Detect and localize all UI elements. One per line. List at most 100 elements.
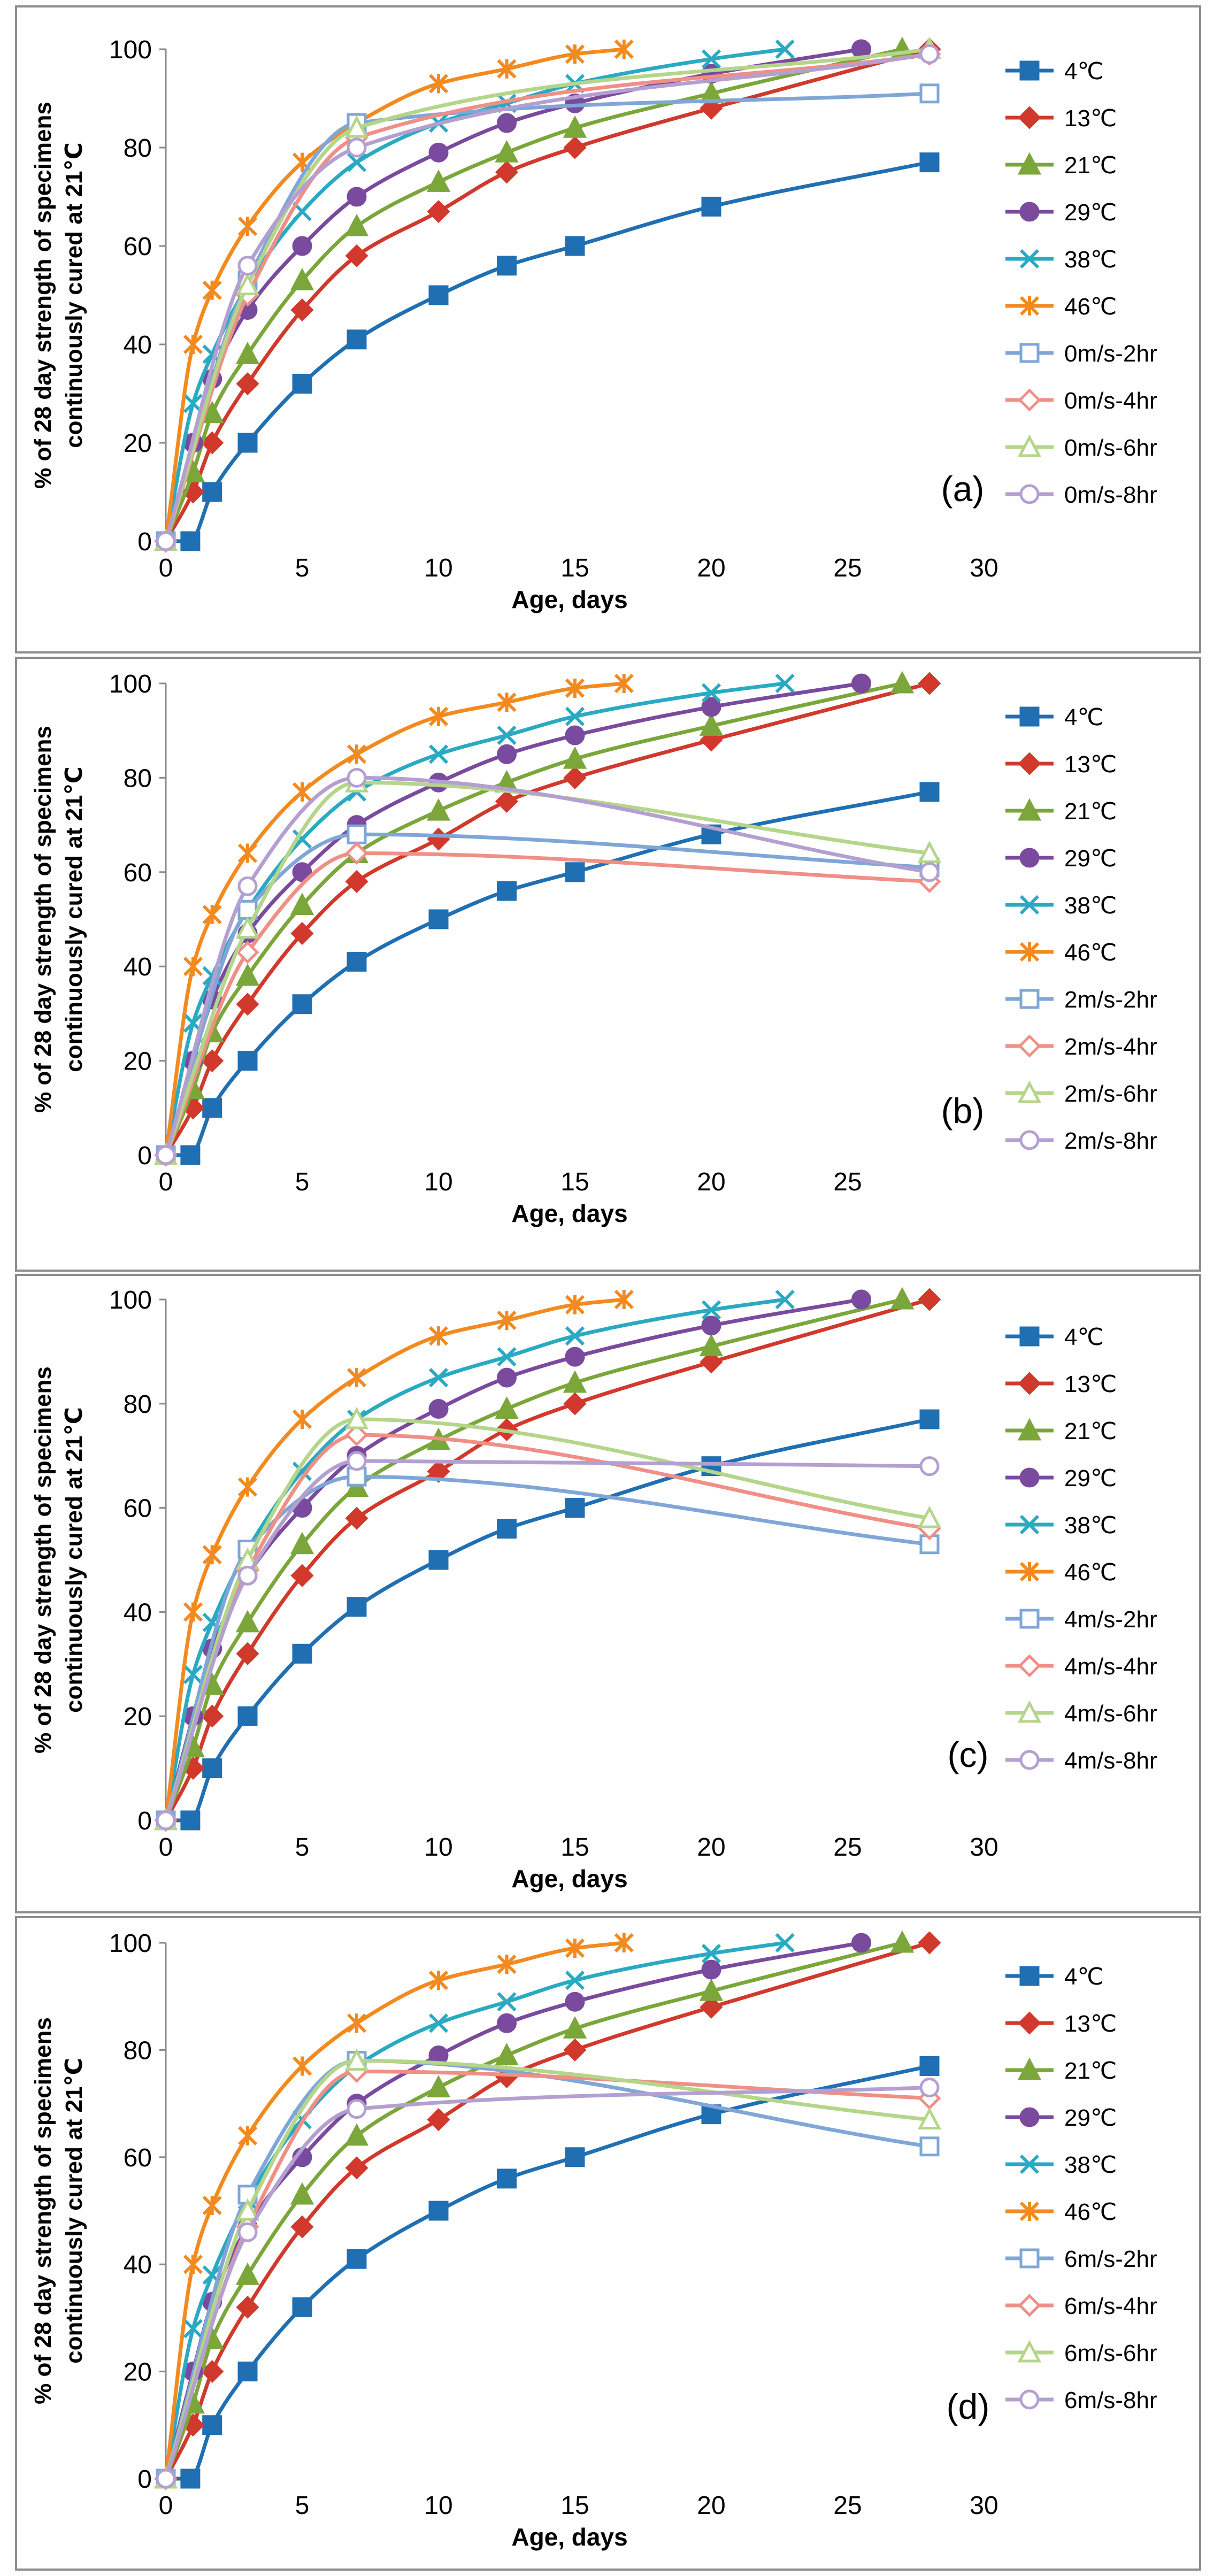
data-point — [237, 2126, 258, 2146]
data-point — [202, 2195, 222, 2216]
legend-marker — [1019, 2154, 1040, 2174]
data-point — [497, 59, 517, 79]
y-tick-label: 100 — [109, 1929, 152, 1958]
legend-label: 2m/s-2hr — [1064, 987, 1157, 1013]
series-13C — [154, 1288, 941, 1832]
data-point — [701, 196, 721, 217]
legend-item: 4℃ — [1005, 1964, 1104, 1990]
y-axis-title: % of 28 day strength of specimens continu… — [30, 1366, 87, 1754]
data-point — [565, 2147, 585, 2167]
data-point — [292, 2056, 312, 2076]
legend-label: 21℃ — [1064, 2058, 1117, 2084]
series-line — [164, 47, 930, 542]
y-tick-label: 80 — [124, 2036, 152, 2065]
data-point — [347, 152, 367, 172]
legend-item: 38℃ — [1005, 2152, 1117, 2178]
legend-item: 0m/s-6hr — [1005, 434, 1157, 461]
data-point — [699, 713, 724, 736]
data-point — [919, 83, 940, 104]
legend-label: 38℃ — [1064, 893, 1117, 919]
data-point — [237, 1051, 258, 1071]
data-point — [427, 200, 450, 224]
legend-item: 38℃ — [1005, 1512, 1117, 1539]
legend-item: 2m/s-2hr — [1005, 987, 1157, 1013]
x-tick-label: 30 — [970, 1833, 998, 1862]
panel-frame — [15, 657, 1201, 1272]
series-46C — [156, 673, 634, 1165]
x-tick-label: 15 — [560, 2492, 589, 2520]
legend-marker — [1019, 296, 1040, 316]
data-point — [614, 39, 634, 59]
data-point — [183, 1665, 203, 1685]
data-point — [428, 285, 449, 305]
data-point — [290, 2182, 314, 2205]
legend-marker — [1019, 989, 1040, 1009]
legend-label: 0m/s-4hr — [1064, 388, 1157, 414]
data-point — [497, 725, 517, 745]
y-axis-title-line2: continuously cured at 21℃ — [61, 142, 87, 448]
data-point — [292, 1462, 312, 1481]
data-point — [497, 1954, 517, 1974]
legend-label: 2m/s-6hr — [1064, 1081, 1157, 1107]
y-axis-title: % of 28 day strength of specimens continu… — [30, 726, 87, 1113]
legend-marker — [1017, 1080, 1042, 1103]
legend-item: 4m/s-8hr — [1005, 1748, 1157, 1774]
data-point — [614, 673, 634, 694]
legend-item: 4m/s-4hr — [1005, 1654, 1157, 1680]
y-axis-title-line1: % of 28 day strength of specimens — [30, 2017, 56, 2404]
data-point — [156, 531, 176, 551]
data-point — [495, 140, 519, 163]
data-point — [344, 1406, 369, 1429]
data-point — [292, 782, 312, 802]
data-point — [344, 2048, 369, 2071]
legend-label: 4℃ — [1064, 58, 1104, 84]
data-point — [345, 1423, 368, 1447]
legend-label: 46℃ — [1064, 294, 1117, 320]
series-46C — [156, 1933, 634, 2489]
y-axis-title-line2: continuously cured at 21℃ — [61, 1407, 87, 1713]
y-tick-label: 100 — [109, 670, 152, 698]
series-line — [164, 1474, 930, 1821]
data-point — [347, 187, 367, 207]
x-tick-label: 15 — [560, 1833, 589, 1862]
legend-label: 29℃ — [1064, 199, 1117, 226]
y-tick-label: 100 — [109, 36, 152, 64]
x-tick-label: 25 — [833, 1168, 862, 1196]
legend-item: 21℃ — [1005, 152, 1117, 179]
data-point — [345, 244, 368, 267]
series-4C — [156, 152, 940, 551]
legend-item: 21℃ — [1005, 798, 1117, 825]
y-tick-label: 20 — [124, 429, 152, 458]
y-axis-title: % of 28 day strength of specimens continu… — [30, 2017, 87, 2404]
data-point — [700, 1350, 723, 1374]
data-point — [235, 2262, 260, 2285]
legend-label: 4m/s-6hr — [1064, 1701, 1157, 1727]
legend-marker — [1018, 1372, 1041, 1395]
legend-label: 2m/s-4hr — [1064, 1034, 1157, 1060]
data-point — [292, 1643, 312, 1664]
data-point — [563, 115, 587, 138]
legend-label: 4℃ — [1064, 1324, 1104, 1350]
data-point — [428, 74, 449, 94]
legend-label: 0m/s-8hr — [1064, 482, 1157, 508]
legend-marker — [1019, 1562, 1040, 1582]
legend-marker — [1019, 1130, 1040, 1150]
data-point — [236, 941, 259, 964]
data-point — [428, 2013, 449, 2033]
data-point — [345, 1506, 368, 1530]
panel-frame — [15, 1274, 1201, 1913]
legend-label: 29℃ — [1064, 845, 1117, 872]
data-point — [701, 1959, 721, 1980]
x-tick-label: 25 — [833, 1833, 862, 1862]
data-point — [344, 2123, 369, 2146]
panel-label: (b) — [941, 1091, 985, 1131]
legend-label: 21℃ — [1064, 798, 1117, 825]
legend-marker — [1019, 1750, 1040, 1770]
y-axis-title-line1: % of 28 day strength of specimens — [30, 726, 56, 1113]
x-tick-label: 5 — [295, 2492, 310, 2520]
legend-marker — [1017, 2057, 1042, 2080]
x-tick-label: 25 — [833, 554, 862, 582]
data-point — [428, 1971, 449, 1990]
data-point — [699, 1334, 724, 1357]
data-point — [497, 256, 517, 276]
